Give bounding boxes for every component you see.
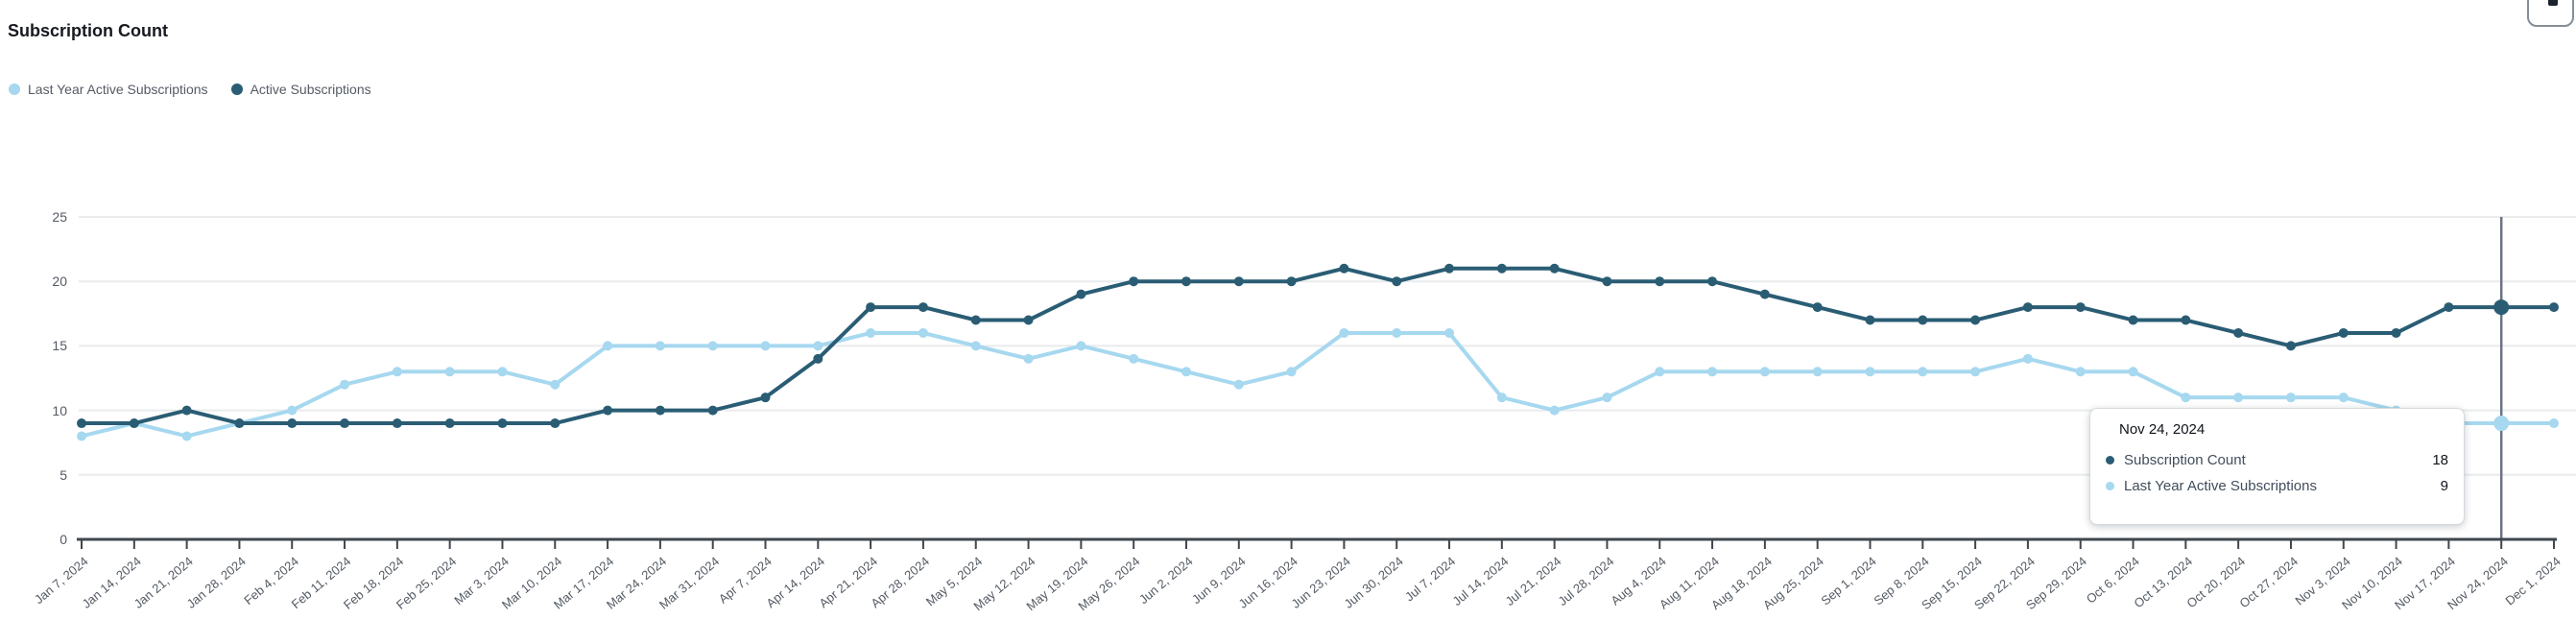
tooltip-row: Subscription Count 18 [2106, 447, 2448, 473]
y-axis-tick-label: 0 [60, 532, 67, 547]
y-axis-tick-label: 25 [52, 209, 67, 225]
y-axis-tick-label: 20 [52, 274, 67, 290]
tooltip-series-value: 9 [2440, 478, 2448, 494]
series-dot-icon [2106, 456, 2114, 464]
chart-legend: Last Year Active Subscriptions Active Su… [9, 82, 371, 97]
y-axis-tick-label: 5 [60, 466, 67, 483]
legend-item-label: Last Year Active Subscriptions [28, 82, 208, 97]
legend-item-label: Active Subscriptions [250, 82, 371, 97]
series-dot-icon [2106, 482, 2114, 490]
y-axis-tick-label: 15 [52, 338, 67, 354]
corner-button-cropped[interactable] [2527, 0, 2574, 27]
legend-dot-icon [230, 83, 243, 95]
tooltip-series-value: 18 [2432, 452, 2448, 468]
legend-item-active-subscriptions[interactable]: Active Subscriptions [230, 82, 371, 97]
legend-item-last-year-active-subscriptions[interactable]: Last Year Active Subscriptions [9, 82, 208, 97]
tooltip-date: Nov 24, 2024 [2119, 421, 2206, 438]
tooltip-series-label: Subscription Count [2124, 452, 2246, 468]
chart-title: Subscription Count [8, 21, 168, 40]
tooltip-series-label: Last Year Active Subscriptions [2124, 478, 2317, 494]
chart-tooltip: Nov 24, 2024 Subscription Count 18 Last … [2089, 408, 2465, 525]
cut-off-icon [2548, 0, 2558, 6]
legend-dot-icon [9, 83, 20, 95]
y-axis-tick-label: 10 [52, 402, 67, 418]
tooltip-row: Last Year Active Subscriptions 9 [2106, 473, 2448, 499]
